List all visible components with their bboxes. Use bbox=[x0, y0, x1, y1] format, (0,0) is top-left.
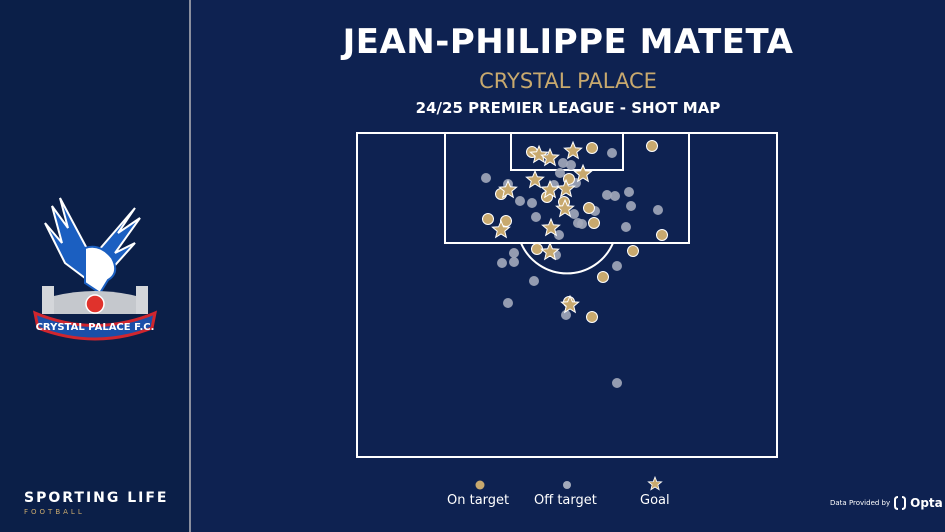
shot-off-target bbox=[497, 258, 507, 268]
brand-sub: FOOTBALL bbox=[24, 508, 85, 516]
goal-star-icon bbox=[555, 198, 575, 218]
shot-off-target bbox=[653, 205, 663, 215]
shot-off-target bbox=[481, 173, 491, 183]
shot-off-target bbox=[624, 187, 634, 197]
shot-off-target bbox=[555, 168, 565, 178]
goal-star-icon bbox=[498, 179, 518, 199]
data-provider: Data Provided by Opta bbox=[830, 496, 943, 510]
goal-star-icon bbox=[529, 144, 549, 164]
provider-name: Opta bbox=[910, 496, 943, 510]
main-panel bbox=[191, 0, 945, 532]
legend-on-target-icon bbox=[475, 480, 485, 490]
shot-on-target bbox=[597, 271, 609, 283]
goal-star-icon bbox=[556, 178, 576, 198]
team-name: CRYSTAL PALACE bbox=[479, 69, 657, 93]
shot-off-target bbox=[554, 230, 564, 240]
shot-off-target bbox=[503, 298, 513, 308]
shot-off-target bbox=[612, 378, 622, 388]
shot-off-target bbox=[610, 191, 620, 201]
shot-off-target bbox=[529, 276, 539, 286]
shot-off-target bbox=[558, 158, 568, 168]
goal-star-icon bbox=[560, 294, 580, 314]
legend-goal-label: Goal bbox=[640, 493, 670, 508]
penalty-arc bbox=[520, 242, 614, 275]
goal-star-icon bbox=[541, 217, 561, 237]
six-yard-box bbox=[510, 132, 624, 171]
shot-off-target bbox=[527, 198, 537, 208]
shot-on-target bbox=[646, 140, 658, 152]
legend-on-target-label: On target bbox=[447, 493, 510, 508]
shot-on-target bbox=[482, 213, 494, 225]
goal-star-icon bbox=[525, 169, 545, 189]
provider-prefix: Data Provided by bbox=[830, 499, 891, 507]
player-title: JEAN-PHILIPPE MATETA bbox=[342, 22, 794, 62]
chart-caption: 24/25 PREMIER LEAGUE - SHOT MAP bbox=[415, 99, 721, 117]
pitch-lines bbox=[356, 132, 778, 458]
legend-off-target-label: Off target bbox=[534, 493, 597, 508]
shot-on-target bbox=[583, 202, 595, 214]
crystal-palace-crest-icon: CRYSTAL PALACE F.C. bbox=[32, 197, 158, 341]
shot-off-target bbox=[569, 209, 579, 219]
shot-off-target bbox=[621, 222, 631, 232]
shot-off-target bbox=[566, 160, 576, 170]
shot-off-target bbox=[509, 257, 519, 267]
shot-on-target bbox=[586, 142, 598, 154]
shot-off-target bbox=[531, 212, 541, 222]
svg-text:CRYSTAL PALACE F.C.: CRYSTAL PALACE F.C. bbox=[36, 322, 155, 333]
goal-star-icon bbox=[540, 179, 560, 199]
goal-star-icon bbox=[563, 140, 583, 160]
shot-off-target bbox=[612, 261, 622, 271]
shot-on-target bbox=[627, 245, 639, 257]
shot-off-target bbox=[607, 148, 617, 158]
shot-off-target bbox=[515, 196, 525, 206]
sporting-life-logo: SPORTING LIFE FOOTBALL bbox=[24, 490, 169, 516]
shot-on-target bbox=[588, 217, 600, 229]
opta-logo-icon bbox=[894, 496, 907, 510]
legend-off-target-icon bbox=[563, 481, 571, 489]
goal-star-icon bbox=[491, 219, 511, 239]
shot-off-target bbox=[626, 201, 636, 211]
legend-goal-star-icon bbox=[647, 475, 663, 491]
shot-on-target bbox=[586, 311, 598, 323]
goal-star-icon bbox=[540, 241, 560, 261]
shot-off-target bbox=[602, 190, 612, 200]
shot-off-target bbox=[509, 248, 519, 258]
shot-off-target bbox=[577, 219, 587, 229]
goal-star-icon bbox=[540, 147, 560, 167]
brand-name: SPORTING LIFE bbox=[24, 490, 169, 506]
shot-off-target bbox=[561, 310, 571, 320]
divider bbox=[189, 0, 191, 532]
goal-star-icon bbox=[573, 163, 593, 183]
shots-layer bbox=[481, 140, 668, 388]
shot-on-target bbox=[656, 229, 668, 241]
